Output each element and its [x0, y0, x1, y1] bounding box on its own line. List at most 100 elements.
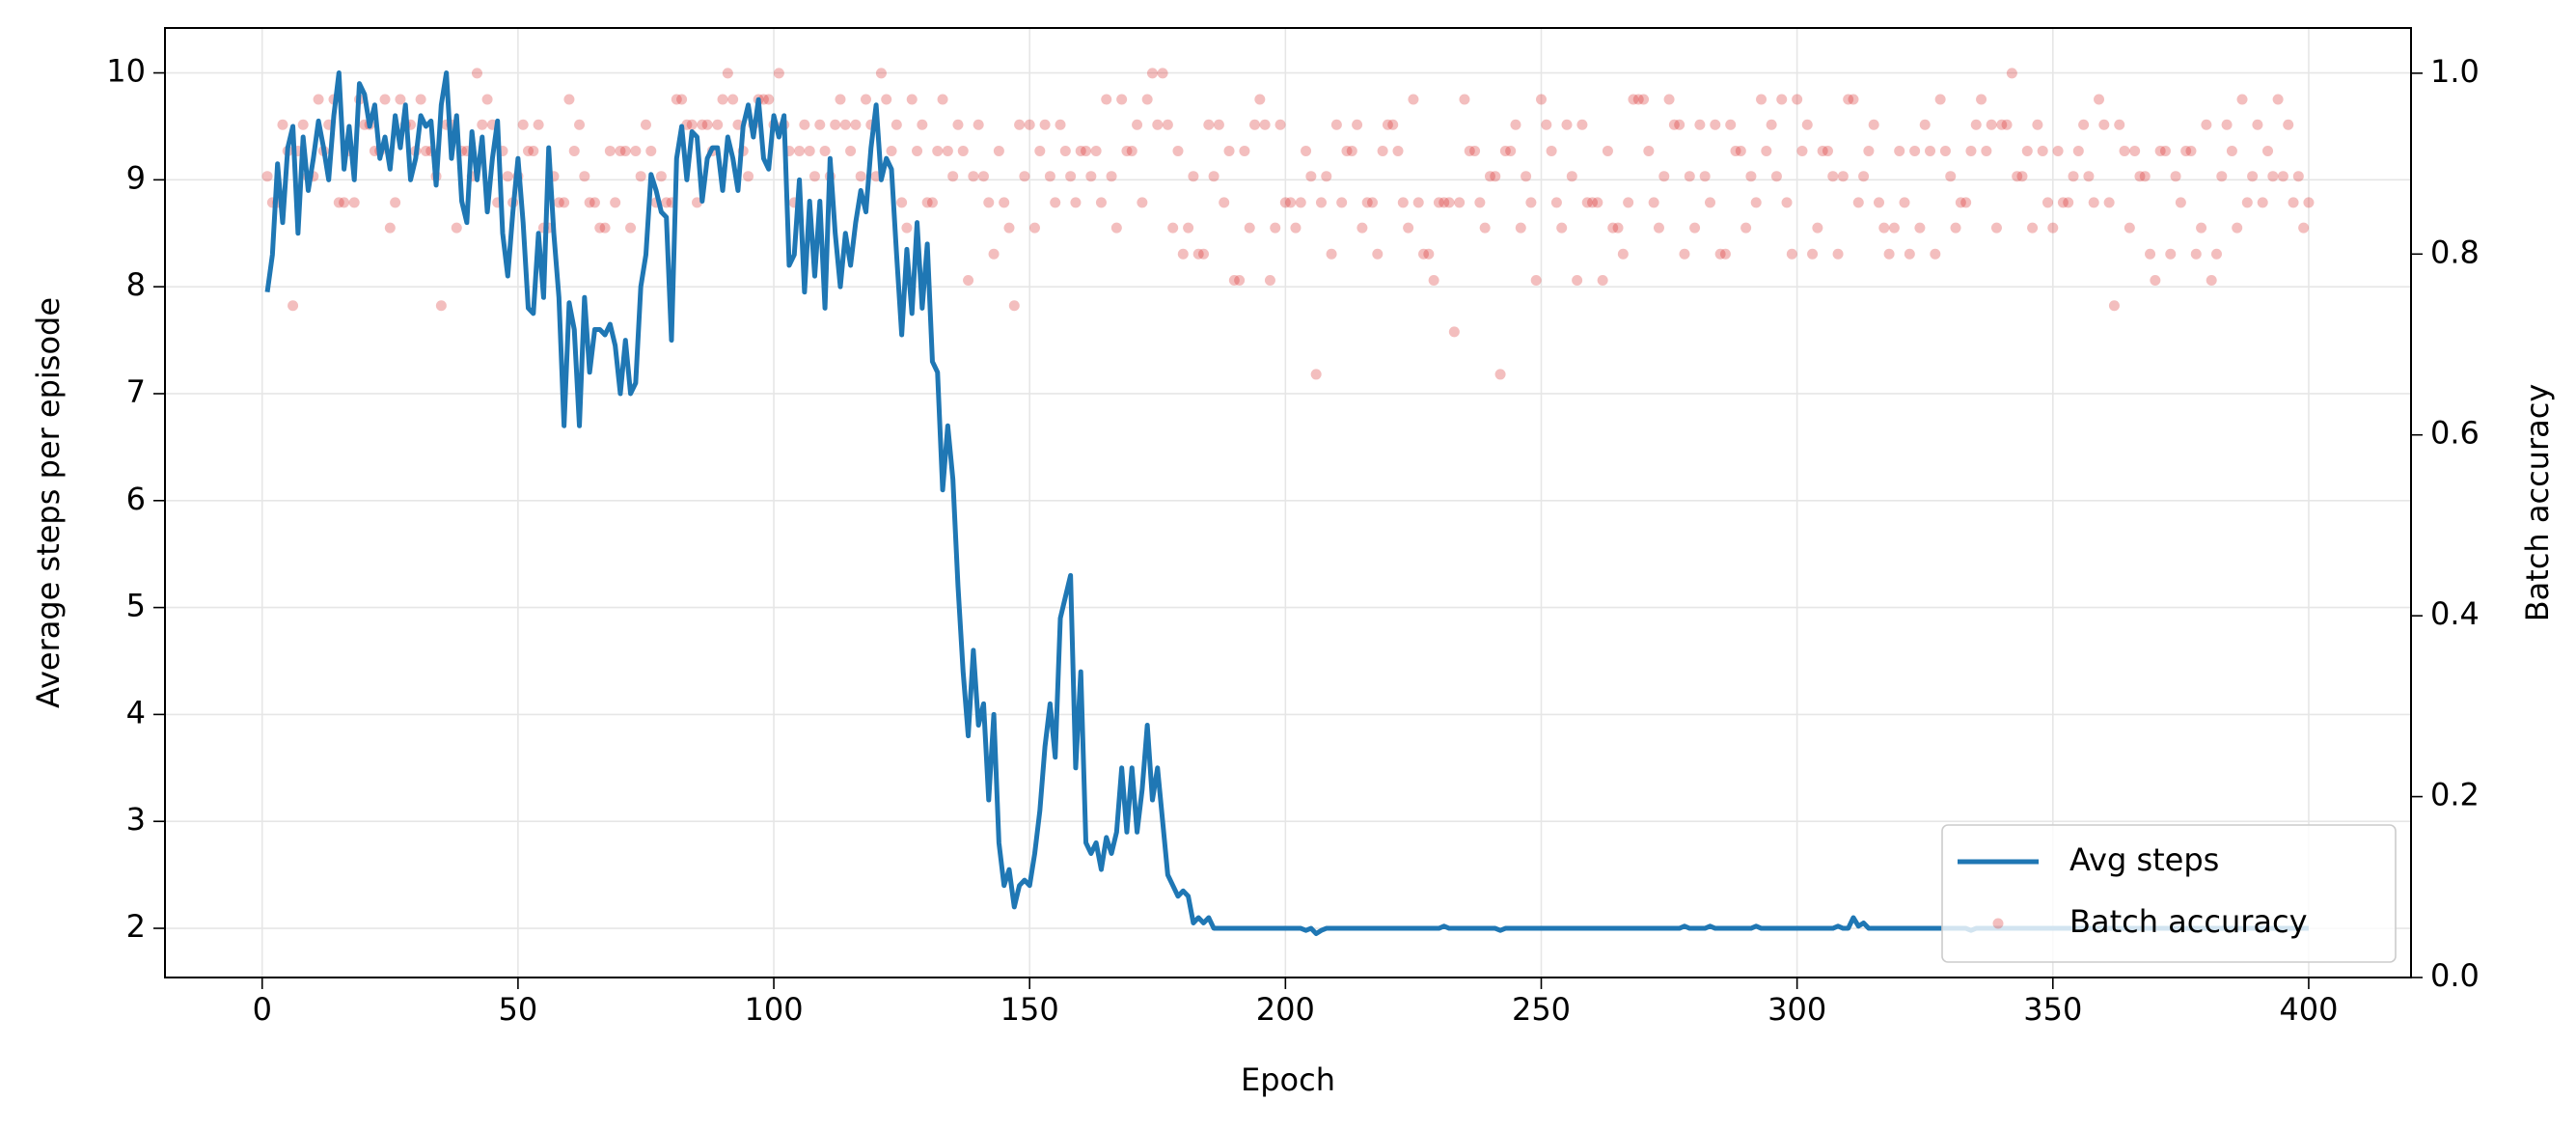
- scatter-point: [2221, 119, 2233, 130]
- scatter-point: [1986, 119, 1997, 130]
- scatter-point: [1454, 197, 1466, 208]
- x-tick-label: 0: [253, 991, 272, 1028]
- scatter-point: [1837, 171, 1849, 182]
- scatter-point: [610, 197, 621, 208]
- scatter-point: [1556, 222, 1568, 234]
- scatter-point: [942, 145, 953, 156]
- scatter-point: [1403, 222, 1414, 234]
- scatter-point: [1228, 274, 1240, 286]
- scatter-point: [886, 145, 897, 156]
- scatter-point: [2047, 222, 2059, 234]
- scatter-point: [2098, 119, 2110, 130]
- scatter-point: [1315, 197, 1327, 208]
- scatter-point: [1632, 94, 1644, 105]
- y2-tick-label: 0.2: [2430, 777, 2480, 813]
- scatter-point: [2083, 171, 2095, 182]
- scatter-point: [937, 94, 948, 105]
- y-tick-label: 2: [126, 908, 146, 945]
- scatter-point: [1990, 222, 2002, 234]
- scatter-point: [594, 222, 606, 234]
- scatter-point: [1254, 94, 1266, 105]
- scatter-point: [1689, 222, 1701, 234]
- scatter-point: [2252, 119, 2263, 130]
- scatter-point: [1976, 94, 1987, 105]
- y-tick-label: 7: [126, 373, 146, 410]
- scatter-point: [1295, 197, 1306, 208]
- scatter-point: [1510, 119, 1521, 130]
- scatter-point: [1075, 145, 1086, 156]
- scatter-point: [1612, 222, 1624, 234]
- scatter-point: [1484, 171, 1495, 182]
- scatter-point: [1822, 145, 1833, 156]
- scatter-point: [1894, 145, 1905, 156]
- scatter-point: [2196, 222, 2207, 234]
- scatter-point: [727, 94, 739, 105]
- scatter-point: [891, 119, 902, 130]
- scatter-point: [988, 248, 1000, 260]
- scatter-point: [1464, 145, 1475, 156]
- scatter-point: [1141, 94, 1153, 105]
- scatter-point: [1330, 119, 1342, 130]
- scatter-point: [2210, 248, 2222, 260]
- scatter-point: [676, 94, 688, 105]
- scatter-point: [1581, 197, 1593, 208]
- scatter-point: [1521, 171, 1532, 182]
- scatter-point: [1597, 274, 1608, 286]
- scatter-point: [1290, 222, 1302, 234]
- y-tick-label: 5: [126, 588, 146, 624]
- plot-frame: [164, 27, 2412, 978]
- scatter-point: [1448, 326, 1460, 338]
- scatter-point: [957, 145, 969, 156]
- scatter-point: [1219, 197, 1230, 208]
- scatter-point: [1479, 222, 1491, 234]
- scatter-point: [2232, 222, 2243, 234]
- scatter-point: [1326, 248, 1337, 260]
- scatter-point: [1505, 145, 1517, 156]
- scatter-point: [1766, 119, 1777, 130]
- scatter-point: [1888, 222, 1900, 234]
- legend-box: [1941, 824, 2397, 963]
- scatter-point: [1110, 222, 1122, 234]
- scatter-point: [2175, 197, 2186, 208]
- scatter-point: [1366, 197, 1378, 208]
- scatter-point: [339, 197, 350, 208]
- scatter-point: [1858, 171, 1870, 182]
- scatter-point: [1658, 171, 1670, 182]
- scatter-point: [559, 197, 570, 208]
- scatter-point: [855, 171, 866, 182]
- scatter-point: [794, 145, 806, 156]
- scatter-point: [1208, 171, 1219, 182]
- scatter-point: [2134, 171, 2146, 182]
- scatter-point: [1341, 145, 1353, 156]
- scatter-point: [1674, 119, 1685, 130]
- y-tick-label: 6: [126, 481, 146, 517]
- scatter-point: [420, 145, 431, 156]
- scatter-point: [288, 300, 299, 312]
- scatter-point: [763, 94, 775, 105]
- scatter-point: [1198, 248, 1210, 260]
- scatter-point: [1397, 197, 1409, 208]
- y2-axis-label: Batch accuracy: [2519, 384, 2556, 622]
- scatter-point: [973, 119, 984, 130]
- scatter-point: [1801, 119, 1813, 130]
- scatter-point: [2190, 248, 2202, 260]
- scatter-point: [2129, 145, 2141, 156]
- scatter-point: [912, 145, 923, 156]
- scatter-point: [1914, 222, 1926, 234]
- scatter-point: [645, 145, 657, 156]
- scatter-point: [1085, 171, 1097, 182]
- scatter-point: [563, 94, 575, 105]
- scatter-point: [1883, 248, 1895, 260]
- scatter-point: [921, 197, 933, 208]
- scatter-point: [1750, 197, 1762, 208]
- scatter-point: [850, 119, 862, 130]
- scatter-point: [1638, 94, 1650, 105]
- scatter-point: [2303, 197, 2315, 208]
- scatter-point: [1223, 145, 1235, 156]
- scatter-point: [697, 119, 708, 130]
- scatter-point: [2068, 171, 2079, 182]
- scatter-point: [599, 222, 611, 234]
- scatter-point: [1525, 197, 1537, 208]
- scatter-point: [717, 94, 728, 105]
- scatter-point: [589, 197, 600, 208]
